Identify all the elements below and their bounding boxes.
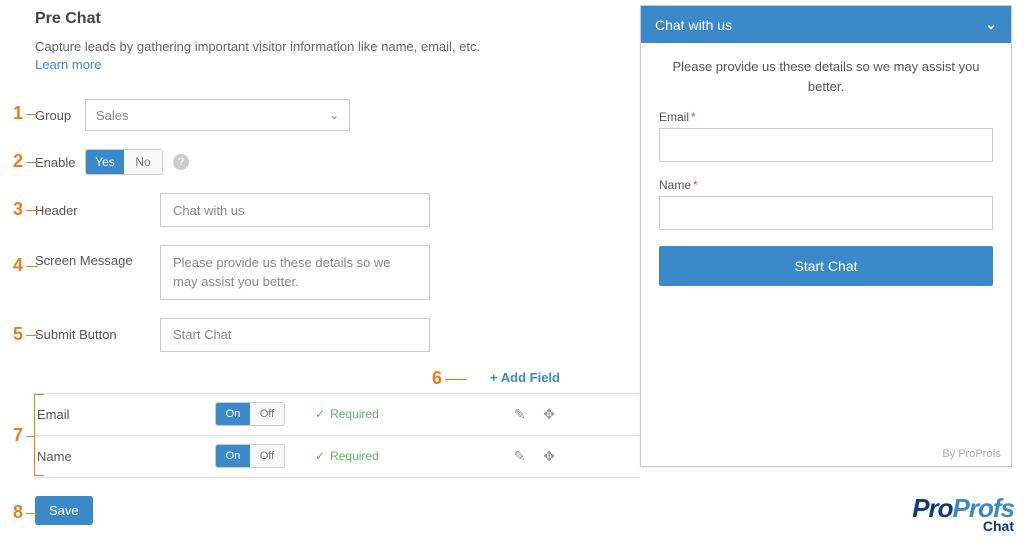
required-asterisk: * (691, 110, 696, 124)
chat-input-email[interactable] (659, 128, 993, 162)
enable-toggle-yes[interactable]: Yes (86, 150, 124, 174)
enable-toggle-no[interactable]: No (124, 150, 162, 174)
page-description: Capture leads by gathering important vis… (35, 38, 515, 74)
save-button[interactable]: Save (35, 496, 93, 525)
group-row: 1 Group Sales ⌄ (25, 99, 640, 131)
learn-more-link[interactable]: Learn more (35, 57, 101, 72)
annotation-8: 8 (13, 502, 38, 523)
chat-widget-header[interactable]: Chat with us ⌄ (641, 6, 1011, 43)
chat-widget-body: Please provide us these details so we ma… (641, 43, 1011, 442)
drag-icon[interactable]: ✥ (543, 448, 555, 464)
edit-icon[interactable]: ✎ (514, 406, 526, 422)
field-name: Email (35, 407, 215, 422)
submit-button-input[interactable]: Start Chat (160, 318, 430, 352)
chat-field-label-name: Name* (659, 178, 993, 192)
chat-input-name[interactable] (659, 196, 993, 230)
preview-panel: Chat with us ⌄ Please provide us these d… (640, 5, 1020, 525)
chevron-down-icon: ⌄ (330, 109, 339, 122)
field-toggle-on[interactable]: On (216, 403, 250, 425)
field-toggle[interactable]: On Off (215, 444, 285, 468)
page-title: Pre Chat (35, 10, 640, 28)
group-select-value: Sales (96, 108, 129, 123)
chat-field-label-email: Email* (659, 110, 993, 124)
fields-table: Email On Off ✓Required ✎ ✥ Name (35, 393, 640, 478)
group-select[interactable]: Sales ⌄ (85, 99, 350, 131)
annotation-5: 5 (13, 324, 38, 345)
chat-widget-message: Please provide us these details so we ma… (659, 57, 993, 96)
header-row: 3 Header Chat with us (25, 193, 640, 227)
field-row-email: Email On Off ✓Required ✎ ✥ (35, 394, 640, 436)
field-row-name: Name On Off ✓Required ✎ ✥ (35, 436, 640, 478)
edit-icon[interactable]: ✎ (514, 448, 526, 464)
chat-byline: By ProProfs (641, 442, 1011, 466)
required-asterisk: * (693, 178, 698, 192)
submit-button-label: Submit Button (25, 327, 160, 342)
add-field-link[interactable]: + Add Field (490, 370, 560, 385)
screen-message-label: Screen Message (25, 245, 160, 268)
annotation-6: 6 (432, 368, 467, 389)
proprofs-logo: ProProfs Chat (912, 495, 1014, 533)
settings-panel: Pre Chat Capture leads by gathering impo… (0, 5, 640, 525)
help-icon[interactable]: ? (173, 154, 189, 170)
header-label: Header (25, 203, 160, 218)
annotation-7-bracket (34, 394, 44, 476)
annotation-4: 4 (13, 255, 38, 276)
field-required: ✓Required (315, 407, 465, 421)
chevron-down-icon[interactable]: ⌄ (985, 16, 997, 33)
field-toggle[interactable]: On Off (215, 402, 285, 426)
field-name: Name (35, 449, 215, 464)
start-chat-button[interactable]: Start Chat (659, 246, 993, 286)
enable-toggle[interactable]: Yes No (85, 149, 163, 175)
field-toggle-on[interactable]: On (216, 445, 250, 467)
chat-widget: Chat with us ⌄ Please provide us these d… (640, 5, 1012, 467)
check-icon: ✓ (315, 407, 325, 421)
screen-message-row: 4 Screen Message Please provide us these… (25, 245, 640, 299)
annotation-1: 1 (13, 103, 38, 124)
field-required: ✓Required (315, 449, 465, 463)
annotation-7: 7 (13, 425, 34, 446)
annotation-2: 2 (13, 151, 38, 172)
drag-icon[interactable]: ✥ (543, 406, 555, 422)
header-input[interactable]: Chat with us (160, 193, 430, 227)
field-toggle-off[interactable]: Off (250, 445, 284, 467)
add-field-row: 6 + Add Field (25, 370, 640, 385)
annotation-3: 3 (13, 199, 38, 220)
enable-row: 2 Enable Yes No ? (25, 149, 640, 175)
check-icon: ✓ (315, 449, 325, 463)
field-toggle-off[interactable]: Off (250, 403, 284, 425)
submit-button-row: 5 Submit Button Start Chat (25, 318, 640, 352)
screen-message-input[interactable]: Please provide us these details so we ma… (160, 245, 430, 299)
chat-widget-title: Chat with us (655, 17, 732, 33)
